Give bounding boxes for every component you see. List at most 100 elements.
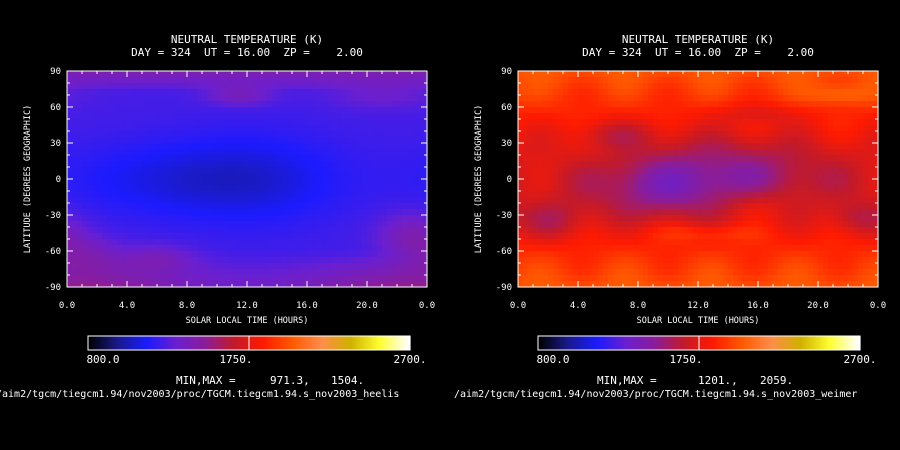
heatmap-cell bbox=[753, 95, 759, 102]
heatmap-cell bbox=[518, 191, 524, 198]
heatmap-cell bbox=[783, 155, 789, 162]
heatmap-cell bbox=[422, 263, 428, 270]
heatmap-cell bbox=[553, 101, 559, 108]
heatmap-cell bbox=[332, 185, 338, 192]
heatmap-cell bbox=[117, 263, 123, 270]
colorbar-segment bbox=[290, 336, 293, 350]
heatmap-cell bbox=[107, 167, 113, 174]
heatmap-cell bbox=[718, 167, 724, 174]
heatmap-cell bbox=[808, 203, 814, 210]
heatmap-cell bbox=[332, 251, 338, 258]
heatmap-cell bbox=[588, 155, 594, 162]
heatmap-cell bbox=[663, 227, 669, 234]
heatmap-cell bbox=[698, 203, 704, 210]
heatmap-cell bbox=[778, 233, 784, 240]
heatmap-cell bbox=[312, 245, 318, 252]
heatmap-cell bbox=[247, 227, 253, 234]
heatmap-cell bbox=[132, 209, 138, 216]
heatmap-cell bbox=[573, 143, 579, 150]
heatmap-cell bbox=[207, 257, 213, 264]
heatmap-cell bbox=[543, 95, 549, 102]
heatmap-cell bbox=[202, 161, 208, 168]
heatmap-cell bbox=[122, 185, 128, 192]
heatmap-cell bbox=[417, 125, 423, 132]
heatmap-cell bbox=[232, 173, 238, 180]
heatmap-cell bbox=[377, 143, 383, 150]
heatmap-cell bbox=[723, 149, 729, 156]
heatmap-cell bbox=[578, 71, 584, 78]
heatmap-cell bbox=[67, 101, 73, 108]
colorbar-segment bbox=[192, 336, 195, 350]
heatmap-cell bbox=[357, 185, 363, 192]
colorbar-segment bbox=[230, 336, 233, 350]
heatmap-cell bbox=[142, 107, 148, 114]
heatmap-cell bbox=[92, 233, 98, 240]
heatmap-cell bbox=[402, 137, 408, 144]
heatmap-cell bbox=[693, 125, 699, 132]
heatmap-cell bbox=[247, 185, 253, 192]
heatmap-cell bbox=[232, 89, 238, 96]
heatmap-cell bbox=[177, 143, 183, 150]
heatmap-cell bbox=[177, 131, 183, 138]
heatmap-cell bbox=[808, 101, 814, 108]
heatmap-cell bbox=[172, 137, 178, 144]
heatmap-cell bbox=[107, 71, 113, 78]
heatmap-cell bbox=[397, 239, 403, 246]
heatmap-cell bbox=[77, 191, 83, 198]
colorbar-segment bbox=[358, 336, 361, 350]
heatmap-cell bbox=[788, 191, 794, 198]
heatmap-cell bbox=[237, 179, 243, 186]
heatmap-cell bbox=[633, 227, 639, 234]
heatmap-cell bbox=[357, 143, 363, 150]
heatmap-cell bbox=[302, 215, 308, 222]
heatmap-cell bbox=[618, 137, 624, 144]
heatmap-cell bbox=[67, 125, 73, 132]
heatmap-cell bbox=[668, 179, 674, 186]
heatmap-cell bbox=[523, 149, 529, 156]
heatmap-cell bbox=[748, 83, 754, 90]
heatmap-cell bbox=[297, 215, 303, 222]
heatmap-cell bbox=[863, 107, 869, 114]
heatmap-cell bbox=[788, 149, 794, 156]
heatmap-cell bbox=[573, 173, 579, 180]
heatmap-cell bbox=[102, 227, 108, 234]
heatmap-cell bbox=[182, 161, 188, 168]
heatmap-cell bbox=[217, 191, 223, 198]
heatmap-cell bbox=[402, 185, 408, 192]
heatmap-cell bbox=[147, 191, 153, 198]
heatmap-cell bbox=[648, 125, 654, 132]
heatmap-cell bbox=[172, 101, 178, 108]
heatmap-cell bbox=[397, 221, 403, 228]
heatmap-cell bbox=[718, 233, 724, 240]
heatmap-cell bbox=[407, 137, 413, 144]
heatmap-cell bbox=[77, 77, 83, 84]
heatmap-cell bbox=[197, 143, 203, 150]
heatmap-cell bbox=[377, 113, 383, 120]
heatmap-cell bbox=[212, 95, 218, 102]
heatmap-cell bbox=[833, 197, 839, 204]
heatmap-cell bbox=[247, 269, 253, 276]
heatmap-cell bbox=[182, 275, 188, 282]
heatmap-cell bbox=[332, 197, 338, 204]
heatmap-cell bbox=[402, 149, 408, 156]
heatmap-cell bbox=[82, 221, 88, 228]
heatmap-cell bbox=[853, 155, 859, 162]
heatmap-cell bbox=[858, 143, 864, 150]
heatmap-cell bbox=[678, 191, 684, 198]
heatmap-cell bbox=[728, 203, 734, 210]
heatmap-cell bbox=[618, 221, 624, 228]
heatmap-cell bbox=[593, 149, 599, 156]
heatmap-cell bbox=[628, 221, 634, 228]
heatmap-cell bbox=[688, 119, 694, 126]
heatmap-cell bbox=[382, 269, 388, 276]
heatmap-cell bbox=[628, 89, 634, 96]
heatmap-cell bbox=[833, 113, 839, 120]
heatmap-cell bbox=[382, 221, 388, 228]
heatmap-cell bbox=[668, 107, 674, 114]
heatmap-cell bbox=[137, 245, 143, 252]
heatmap-cell bbox=[693, 185, 699, 192]
heatmap-cell bbox=[212, 89, 218, 96]
heatmap-cell bbox=[112, 83, 118, 90]
heatmap-cell bbox=[197, 245, 203, 252]
heatmap-cell bbox=[823, 137, 829, 144]
